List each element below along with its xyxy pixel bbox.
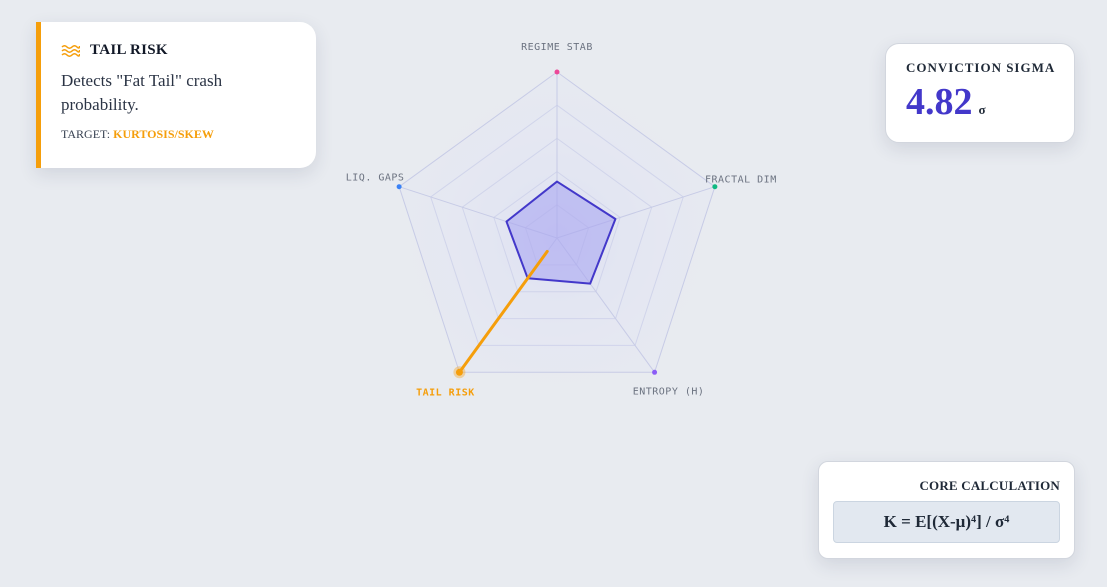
conviction-sigma-card: CONVICTION SIGMA 4.82 σ [885, 43, 1075, 143]
radar-axis-label: TAIL RISK [416, 387, 475, 398]
radar-axis-label: FRACTAL DIM [705, 175, 777, 186]
radar-axis-point [455, 368, 463, 376]
tail-risk-description: Detects "Fat Tail" crash probability. [61, 71, 223, 114]
radar-axis-point [712, 184, 718, 190]
sigma-unit: σ [978, 102, 986, 117]
radar-axis-label: REGIME STAB [521, 42, 593, 53]
radar-axis-point [396, 184, 402, 190]
tail-risk-card: TAIL RISK Detects "Fat Tail" crash proba… [36, 22, 316, 168]
conviction-sigma-value: 4.82 [906, 81, 973, 123]
selected-axis-line [457, 249, 549, 374]
conviction-sigma-label: CONVICTION SIGMA [906, 60, 1056, 75]
radar-grid-ring [493, 170, 621, 293]
radar-axis-point [554, 69, 560, 75]
tail-risk-title: TAIL RISK [90, 42, 168, 58]
target-value: KURTOSIS/SKEW [113, 127, 214, 141]
radar-grid-ring [461, 137, 653, 320]
core-calculation-card: CORE CALCULATION K = E[(X-μ)⁴] / σ⁴ [818, 461, 1075, 559]
tail-risk-target: TARGET: KURTOSIS/SKEW [61, 127, 296, 142]
core-calculation-formula: K = E[(X-μ)⁴] / σ⁴ [833, 501, 1060, 543]
radar-grid-ring [430, 104, 684, 346]
core-calculation-label: CORE CALCULATION [919, 478, 1060, 493]
waves-icon [61, 44, 80, 58]
radar-axis-label: LIQ. GAPS [346, 173, 405, 184]
target-label: TARGET: [61, 127, 111, 141]
tail-risk-header: TAIL RISK [61, 42, 296, 59]
radar-axis-point [652, 369, 658, 375]
radar-value-polygon [505, 180, 617, 285]
radar-axis-label: ENTROPY (H) [633, 386, 705, 397]
conviction-sigma-row: 4.82 σ [906, 80, 1074, 124]
